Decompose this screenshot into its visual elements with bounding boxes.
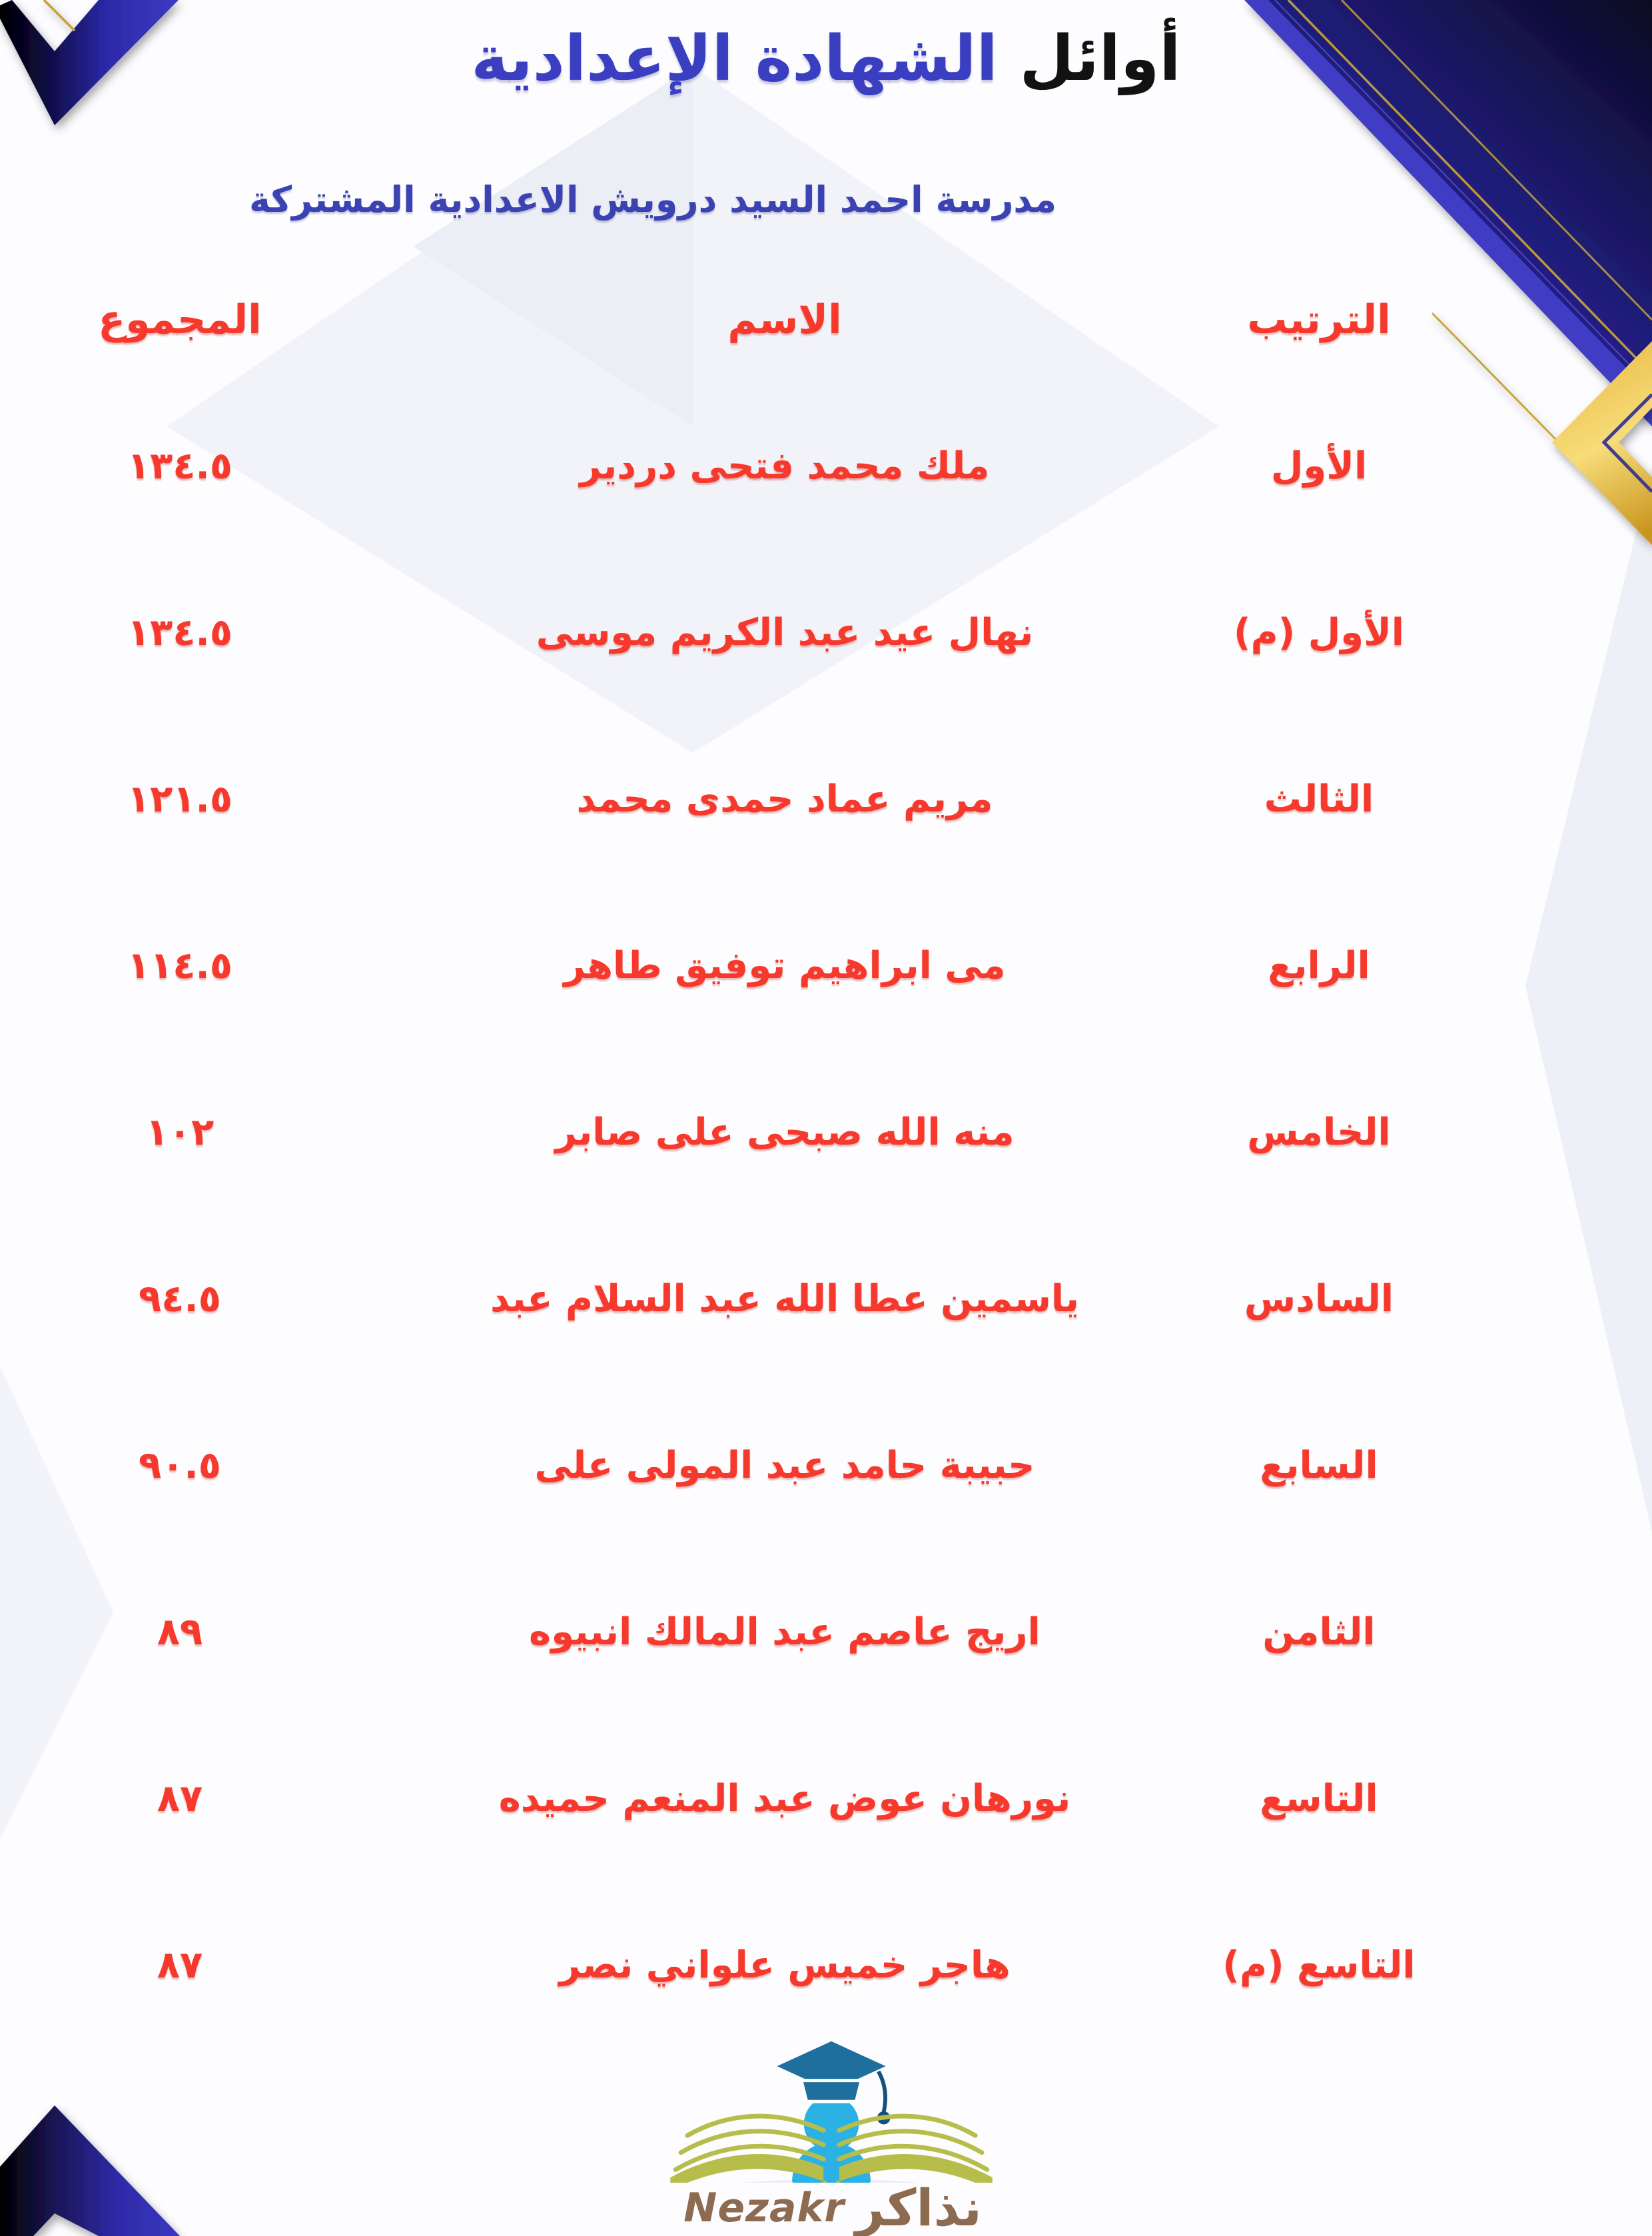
header-rank: الترتيب: [1247, 296, 1391, 343]
rank-value: الرابع: [1268, 944, 1370, 987]
rank-value: الثامن: [1262, 1610, 1376, 1654]
table-row: الرابع مى ابراهيم توفيق طاهر ١١٤.٥: [0, 933, 1652, 999]
total-value: ٩٤.٥: [139, 1277, 221, 1321]
table-row: السادس ياسمين عطا الله عبد السلام عبد ٩٤…: [0, 1266, 1652, 1333]
total-value: ٨٧: [157, 1944, 203, 1987]
rank-value: التاسع (م): [1222, 1944, 1416, 1987]
table-row: التاسع (م) هاجر خميس علواني نصر ٨٧: [0, 1932, 1652, 1999]
rank-value: الثالث: [1264, 778, 1374, 821]
total-value: ١٣٤.٥: [127, 611, 232, 654]
rank-value: الأول: [1270, 444, 1368, 488]
table-row: الخامس منه الله صبحى على صابر ١٠٢: [0, 1099, 1652, 1166]
logo-arabic-name: نذاكر: [855, 2178, 982, 2236]
name-value: نهال عيد عبد الكريم موسى: [536, 611, 1034, 654]
table-header-row: الترتيب الاسم المجموع: [0, 286, 1652, 353]
total-value: ١٢١.٥: [127, 778, 232, 821]
name-value: نورهان عوض عبد المنعم حميده: [498, 1777, 1071, 1820]
top-edge-line: [1266, 0, 1652, 3]
total-value: ١٣٤.٥: [127, 444, 232, 488]
header-name: الاسم: [727, 296, 842, 343]
name-value: منه الله صبحى على صابر: [555, 1111, 1015, 1154]
nezakr-logo-text: نذاكر Nezakr: [653, 2181, 1013, 2235]
rank-value: التاسع: [1260, 1777, 1378, 1820]
name-value: حبيبة حامد عبد المولى على: [534, 1444, 1035, 1487]
nezakr-logo-icon: [670, 2041, 993, 2211]
table-row: الثامن اريج عاصم عبد المالك انبيوه ٨٩: [0, 1599, 1652, 1666]
name-value: اريج عاصم عبد المالك انبيوه: [529, 1610, 1040, 1654]
table-row: الأول (م) نهال عيد عبد الكريم موسى ١٣٤.٥: [0, 600, 1652, 666]
rank-value: السادس: [1244, 1277, 1394, 1321]
name-value: مريم عماد حمدى محمد: [576, 778, 993, 821]
table-row: السابع حبيبة حامد عبد المولى على ٩٠.٥: [0, 1432, 1652, 1499]
bottom-left-chevron: [0, 2105, 180, 2236]
table-row: الثالث مريم عماد حمدى محمد ١٢١.٥: [0, 766, 1652, 833]
name-value: مى ابراهيم توفيق طاهر: [564, 944, 1006, 987]
school-name: مدرسة احمد السيد درويش الاعدادية المشترك…: [248, 179, 1057, 221]
total-value: ٨٩: [157, 1610, 203, 1654]
name-value: ملك محمد فتحى دردير: [580, 444, 990, 488]
logo-latin-name: Nezakr: [683, 2185, 845, 2231]
rank-value: السابع: [1260, 1444, 1378, 1487]
page-title: أوائل الشهادة الإعدادية: [0, 9, 1652, 109]
total-value: ٨٧: [157, 1777, 203, 1820]
table-row: الأول ملك محمد فتحى دردير ١٣٤.٥: [0, 433, 1652, 500]
rank-value: الأول (م): [1233, 611, 1405, 654]
rank-value: الخامس: [1247, 1111, 1391, 1154]
nezakr-logo: نذاكر Nezakr: [653, 2032, 1013, 2235]
header-total: المجموع: [98, 296, 262, 343]
total-value: ١٠٢: [145, 1111, 214, 1154]
title-word-awael: أوائل: [1019, 23, 1181, 95]
name-value: ياسمين عطا الله عبد السلام عبد: [490, 1277, 1079, 1321]
total-value: ١١٤.٥: [127, 944, 232, 987]
name-value: هاجر خميس علواني نصر: [559, 1944, 1011, 1987]
total-value: ٩٠.٥: [139, 1444, 221, 1487]
table-row: التاسع نورهان عوض عبد المنعم حميده ٨٧: [0, 1766, 1652, 1832]
title-rest: الشهادة الإعدادية: [471, 23, 998, 95]
